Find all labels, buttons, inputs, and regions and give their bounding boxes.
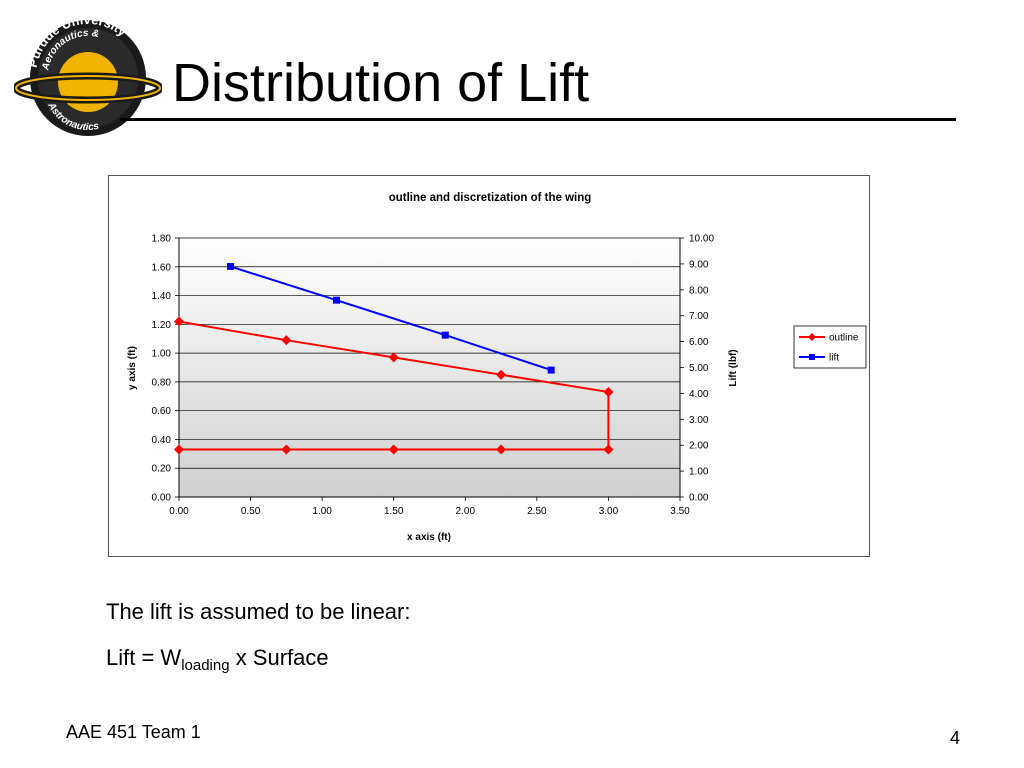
y-tick-label: 1.20: [152, 320, 172, 331]
body-line-1: The lift is assumed to be linear:: [106, 599, 411, 624]
y2-tick-label: 4.00: [689, 389, 709, 400]
lift-point: [227, 262, 235, 270]
y-tick-label: 1.80: [152, 234, 172, 245]
y2-tick-label: 8.00: [689, 285, 709, 296]
outline-point: [281, 335, 292, 346]
lift-point: [441, 331, 449, 339]
y2-tick-label: 2.00: [689, 441, 709, 452]
x-tick-label: 3.50: [670, 506, 690, 517]
footer-team: AAE 451 Team 1: [66, 722, 201, 742]
y2-tick-label: 6.00: [689, 337, 709, 348]
legend-box: [793, 325, 867, 369]
x-tick-label: 3.00: [599, 506, 619, 517]
x-tick-label: 1.50: [384, 506, 404, 517]
legend-lift-label: lift: [829, 353, 839, 364]
x-tick-label: 0.50: [241, 506, 261, 517]
lift-distribution-chart: outline and discretization of the wing 0…: [127, 192, 867, 543]
y-tick-label: 0.40: [152, 435, 172, 446]
series-layer: [174, 262, 614, 455]
y2-tick-label: 7.00: [689, 311, 709, 322]
lift-equation-prefix: Lift = W: [106, 645, 182, 670]
y-tick-label: 0.80: [152, 377, 172, 388]
outline-point: [388, 352, 399, 363]
plot-area: [179, 238, 680, 497]
body-line-2: Lift = Wloading x Surface: [106, 645, 329, 674]
outline-point: [174, 444, 184, 455]
purdue-logo: Purdue University Aeronautics & Astronau…: [14, 12, 162, 136]
y2-tick-label: 0.00: [689, 493, 709, 504]
x-tick-label: 1.00: [312, 506, 332, 517]
page-number: 4: [950, 728, 961, 748]
outline-point: [496, 444, 507, 455]
y2-tick-label: 9.00: [689, 259, 709, 270]
outline-point: [496, 369, 507, 380]
x-tick-label: 2.00: [456, 506, 476, 517]
loading-subscript: loading: [181, 657, 230, 674]
legend-outline-marker: [808, 333, 816, 341]
outline-point: [603, 386, 614, 397]
chart-frame: outline and discretization of the wing 0…: [108, 175, 870, 557]
y-tick-label: 0.20: [152, 464, 172, 475]
lift-series-line: [230, 265, 552, 372]
y-tick-label: 0.00: [152, 493, 172, 504]
y2-tick-label: 3.00: [689, 415, 709, 426]
y2-axis-label: Lift (lbf): [728, 349, 739, 386]
y2-tick-label: 1.00: [689, 467, 709, 478]
outline-point: [174, 316, 184, 327]
y-tick-label: 1.40: [152, 291, 172, 302]
x-axis-label: x axis (ft): [407, 532, 451, 543]
y-tick-label: 1.00: [152, 349, 172, 360]
legend-outline-label: outline: [829, 333, 859, 344]
y-tick-label: 1.60: [152, 262, 172, 273]
x-tick-label: 0.00: [169, 506, 189, 517]
y-tick-label: 0.60: [152, 406, 172, 417]
outline-point: [603, 444, 614, 455]
chart-title: outline and discretization of the wing: [389, 192, 592, 204]
outline-point: [281, 444, 292, 455]
slide-title: Distribution of Lift: [172, 53, 590, 113]
outline-series-line: [178, 320, 610, 451]
x-tick-label: 2.50: [527, 506, 547, 517]
gridlines: [179, 237, 680, 469]
y-axis-label: y axis (ft): [127, 346, 138, 390]
title-underline: [120, 118, 956, 121]
tick-labels: 0.00 0.20 0.40 0.60 0.80 1.00 1.20 1.40 1.60 1.80…: [152, 234, 715, 518]
y2-tick-label: 10.00: [689, 234, 714, 245]
lift-point: [332, 296, 340, 304]
lift-equation-suffix: x Surface: [229, 645, 329, 670]
legend-lift-marker: [809, 354, 815, 360]
legend: outline lift: [793, 325, 867, 369]
lift-point: [547, 366, 555, 374]
y2-tick-label: 5.00: [689, 363, 709, 374]
outline-point: [388, 444, 399, 455]
